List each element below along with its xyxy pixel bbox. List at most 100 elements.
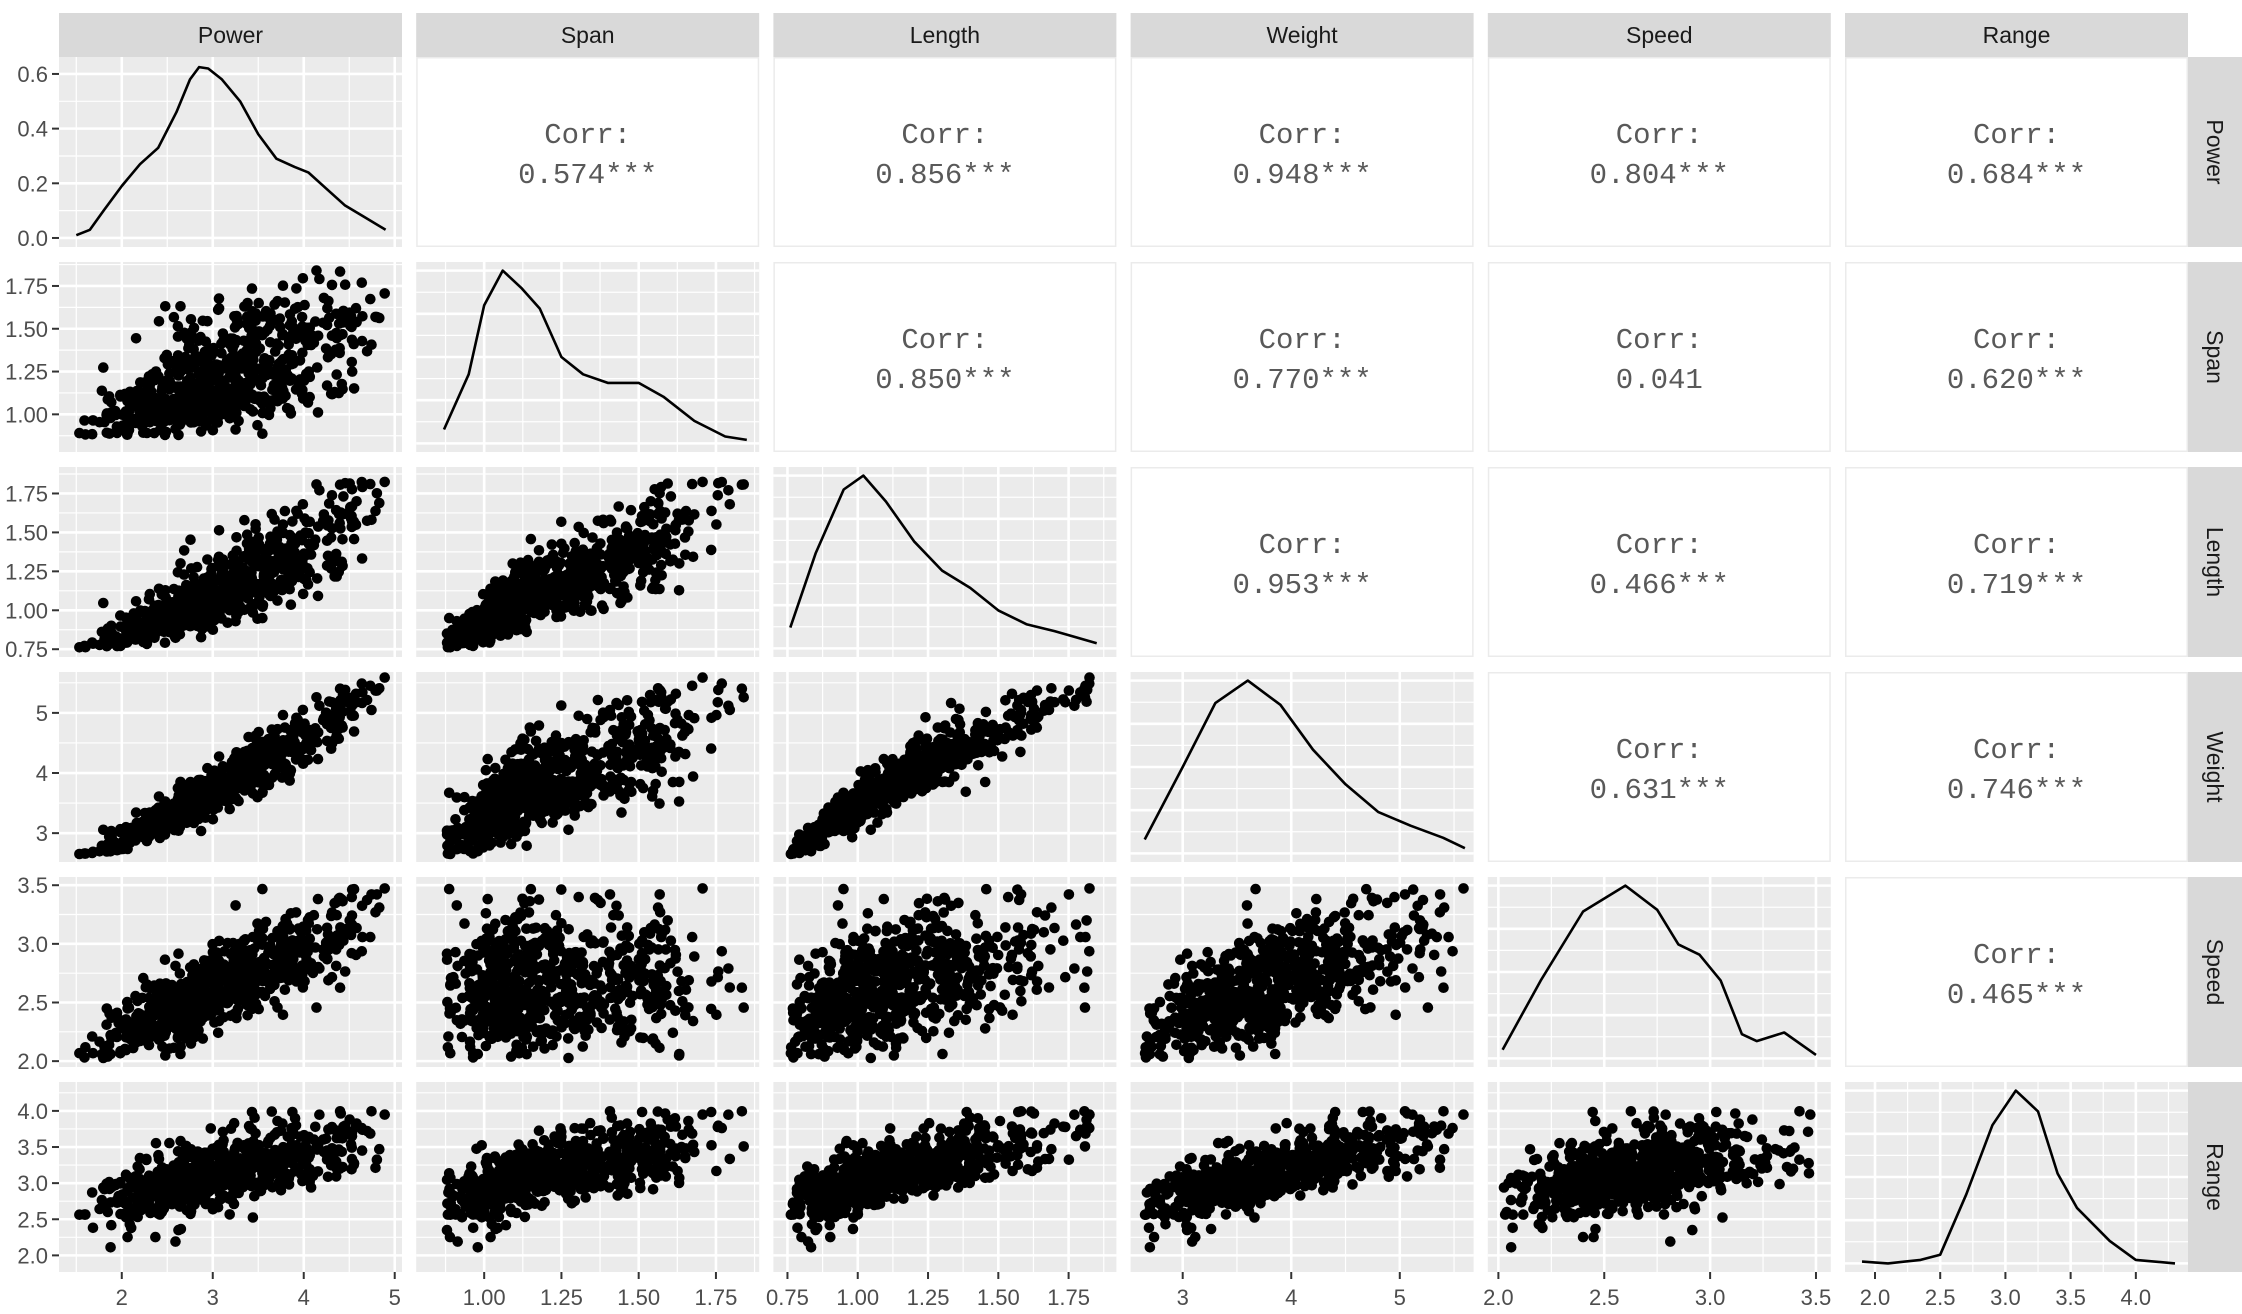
scatter-point <box>1031 722 1043 733</box>
scatter-point <box>175 416 187 428</box>
scatter-point <box>145 612 156 623</box>
corr-value: 0.684*** <box>1947 159 2086 192</box>
scatter-point <box>960 786 972 798</box>
corr-value: 0.948*** <box>1232 159 1371 192</box>
row-strip <box>2188 57 2242 247</box>
scatter-point <box>160 592 172 603</box>
scatter-point <box>1014 709 1026 721</box>
scatter-point <box>494 790 506 802</box>
scatter-point <box>356 697 368 709</box>
scatter-point <box>149 828 160 839</box>
scatter-point <box>195 631 207 643</box>
scatter-point <box>563 824 574 836</box>
scatter-point <box>787 844 799 856</box>
scatter-point <box>160 375 172 387</box>
scatter-point <box>286 350 298 361</box>
scatter-point <box>517 733 528 744</box>
scatter-point <box>586 798 597 810</box>
scatter-point <box>661 740 672 752</box>
scatter-point <box>579 569 590 580</box>
scatter-point <box>521 840 532 852</box>
scatter-point <box>574 800 586 812</box>
scatter-point <box>637 782 649 794</box>
scatter-point <box>686 478 698 490</box>
column-label: Power <box>198 22 264 48</box>
scatter-point <box>334 683 346 694</box>
scatter-point <box>480 764 492 776</box>
scatter-point <box>598 790 609 801</box>
corr-value: 0.041 <box>1616 364 1703 397</box>
scatter-point <box>314 273 325 285</box>
scatter-point <box>644 515 655 527</box>
corr-panel <box>1487 57 1831 247</box>
scatter-point <box>145 391 156 402</box>
scatter-point <box>573 710 584 722</box>
scatter-point <box>297 384 308 396</box>
scatter-point <box>297 704 309 716</box>
scatter-point <box>646 723 657 734</box>
corr-panel <box>416 57 760 247</box>
scatter-point <box>674 558 685 569</box>
scatter-point <box>356 277 368 289</box>
scatter-point <box>287 323 299 334</box>
scatter-point <box>1031 712 1043 724</box>
scatter-point <box>238 777 250 788</box>
scatter-point <box>300 527 311 538</box>
scatter-point <box>238 551 249 562</box>
scatter-point <box>185 314 197 325</box>
scatter-point <box>267 395 278 406</box>
scatter-point <box>144 588 156 600</box>
scatter-point <box>331 369 343 380</box>
corr-title: Corr: <box>544 119 631 152</box>
corr-title: Corr: <box>1616 324 1703 357</box>
column-label: Weight <box>1267 22 1339 48</box>
scatter-point <box>979 776 991 788</box>
corr-title: Corr: <box>1616 734 1703 767</box>
panel-span-speed: Corr: 0.041 <box>1487 262 1831 452</box>
scatter-point <box>523 810 535 821</box>
scatter-point <box>253 326 265 337</box>
scatter-point <box>94 1036 105 1047</box>
scatter-point <box>252 583 264 595</box>
scatter-point <box>519 768 531 780</box>
scatter-point <box>123 410 134 421</box>
scatter-point <box>497 616 508 627</box>
scatter-point <box>228 350 240 361</box>
scatter-point <box>317 317 329 329</box>
scatter-point <box>379 672 391 683</box>
scatter-point <box>303 324 315 335</box>
scatter-point <box>311 573 323 584</box>
scatter-point <box>545 775 556 787</box>
scatter-point <box>178 569 190 580</box>
scatter-point <box>339 279 351 291</box>
scatter-point <box>985 740 996 752</box>
scatter-point <box>545 582 556 593</box>
scatter-point <box>80 429 91 440</box>
scatter-point <box>79 1052 90 1063</box>
scatter-point <box>899 786 910 797</box>
scatter-point <box>604 704 616 716</box>
scatter-point <box>683 709 695 721</box>
scatter-point <box>241 344 253 356</box>
scatter-point <box>212 304 224 316</box>
scatter-point <box>265 531 276 542</box>
scatter-point <box>473 813 484 825</box>
scatter-point <box>626 786 637 798</box>
scatter-point <box>711 519 722 530</box>
scatter-point <box>587 532 598 543</box>
column-strip <box>1130 13 1474 57</box>
scatter-point <box>539 798 550 809</box>
scatter-point <box>552 784 563 796</box>
scatter-point <box>620 551 632 562</box>
scatter-point <box>141 427 153 439</box>
scatter-point <box>130 596 142 607</box>
scatter-point <box>1043 704 1055 716</box>
column-label: Speed <box>1626 22 1693 48</box>
density-curve <box>75 65 387 237</box>
scatter-point <box>1046 683 1057 694</box>
scatter-point <box>928 768 939 779</box>
scatter-point <box>277 549 288 561</box>
scatter-point <box>232 768 243 780</box>
panel-weight-span <box>416 672 760 862</box>
scatter-point <box>297 588 309 600</box>
